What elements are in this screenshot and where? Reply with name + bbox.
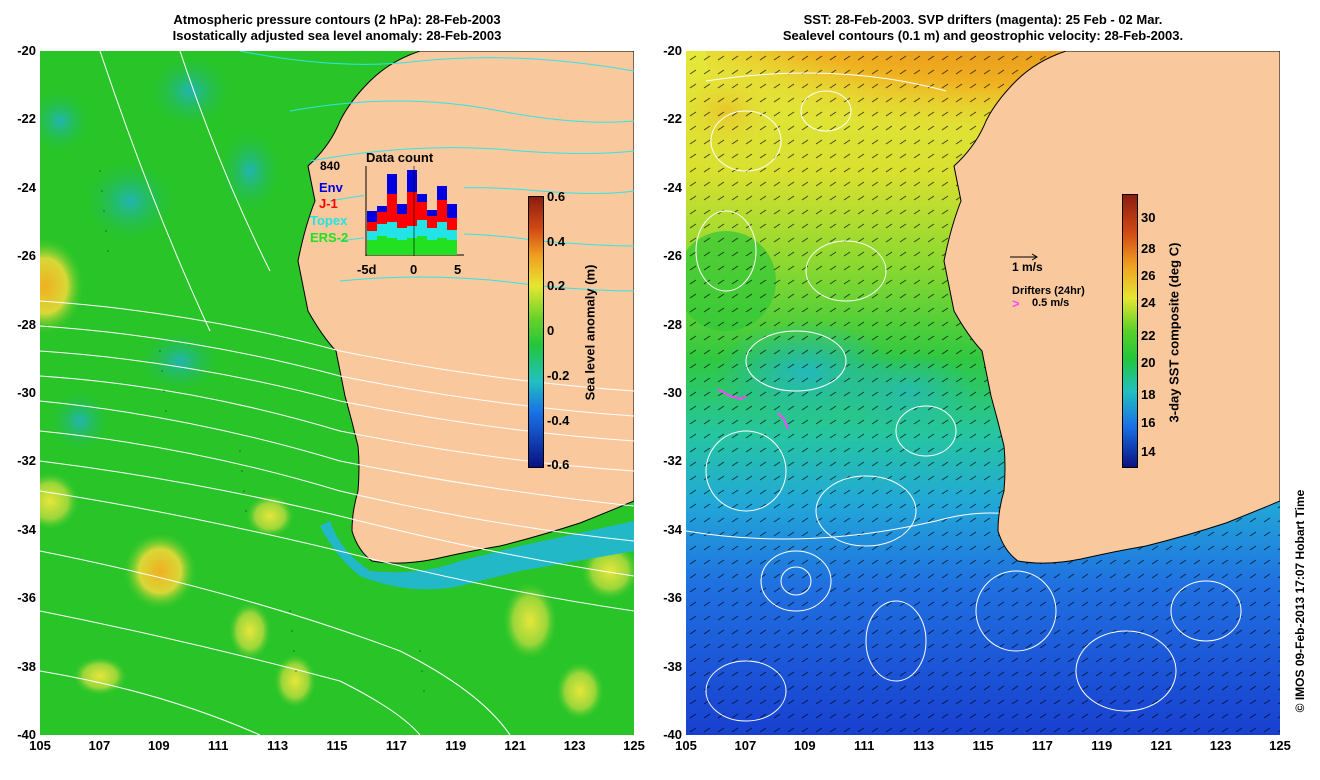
right-title-line2: Sealevel contours (0.1 m) and geostrophi… <box>782 28 1184 43</box>
right-lon-tick: 113 <box>913 738 935 753</box>
left-lat-tick: -40 <box>17 727 36 742</box>
land-mass-sst <box>943 51 1280 564</box>
data-count-xtick-minus5: -5d <box>357 262 377 277</box>
right-lat-tick: -40 <box>663 727 682 742</box>
left-title-line1: Atmospheric pressure contours (2 hPa): 2… <box>173 12 501 27</box>
drifter-tracks <box>717 388 789 430</box>
left-lon-tick: 119 <box>445 738 467 753</box>
legend-topex: Topex <box>310 213 348 228</box>
right-lon-tick: 119 <box>1091 738 1113 753</box>
right-lat-tick: -22 <box>663 111 682 127</box>
histogram-bars <box>367 170 457 255</box>
data-count-max: 840 <box>320 159 341 173</box>
sst-cb-tick-2: 26 <box>1141 268 1156 283</box>
left-map-title: Atmospheric pressure contours (2 hPa): 2… <box>40 12 634 44</box>
sla-anomaly-blobs <box>40 56 634 721</box>
left-lon-tick: 125 <box>623 738 645 753</box>
sla-cb-tick-0: 0.6 <box>547 189 566 204</box>
sst-colorbar-label: 3-day SST composite (deg C) <box>1166 242 1182 423</box>
right-lon-tick: 111 <box>854 738 875 753</box>
right-lat-tick: -26 <box>663 248 682 264</box>
data-count-title: Data count <box>366 150 434 165</box>
right-title-line1: SST: 28-Feb-2003. SVP drifters (magenta)… <box>803 12 1163 27</box>
right-lat-tick: -20 <box>663 43 682 58</box>
left-lon-tick: 111 <box>208 738 229 753</box>
right-lat-tick: -24 <box>663 179 682 195</box>
left-lat-tick: -36 <box>17 590 36 606</box>
velocity-scale-label: 1 m/s <box>1012 260 1043 274</box>
right-lat-tick: -36 <box>663 590 682 606</box>
left-lat-tick: -26 <box>17 248 36 264</box>
drifters-label: Drifters (24hr) <box>1012 285 1085 297</box>
right-lon-tick: 121 <box>1150 738 1173 753</box>
sla-cb-tick-5: -0.4 <box>547 413 570 428</box>
right-lat-tick: -34 <box>663 521 682 537</box>
left-lat-tick: -28 <box>17 316 36 332</box>
sst-cb-tick-7: 16 <box>1141 415 1156 430</box>
sla-colorbar <box>528 196 544 468</box>
credit-text: © IMOS 09-Feb-2013 17:07 Hobart Time <box>1293 489 1307 713</box>
sla-coastal-band <box>320 521 634 590</box>
sst-map <box>686 51 1280 735</box>
left-lon-tick: 107 <box>88 738 111 753</box>
left-lon-tick: 123 <box>563 738 586 753</box>
legend-j1: J-1 <box>319 196 338 211</box>
right-lon-tick: 123 <box>1209 738 1232 753</box>
sla-colorbar-label: Sea level anomaly (m) <box>582 264 598 401</box>
sst-cb-tick-4: 22 <box>1141 328 1156 343</box>
right-lat-tick: -38 <box>663 658 682 674</box>
right-lon-tick: 107 <box>734 738 757 753</box>
right-lon-tick: 115 <box>972 738 994 753</box>
sla-cb-tick-1: 0.4 <box>547 234 566 249</box>
sea-level-anomaly-map <box>40 51 634 735</box>
right-lon-tick: 117 <box>1031 738 1053 753</box>
right-map-title: SST: 28-Feb-2003. SVP drifters (magenta)… <box>686 12 1280 44</box>
right-lon-tick: 105 <box>675 738 697 753</box>
right-lat-tick: -28 <box>663 316 682 332</box>
left-lat-tick: -24 <box>17 179 36 195</box>
left-title-line2: Isostatically adjusted sea level anomaly… <box>172 28 502 43</box>
drifter-scale-label: 0.5 m/s <box>1032 297 1070 309</box>
left-lat-tick: -38 <box>17 658 36 674</box>
pressure-contours <box>40 51 634 735</box>
sla-cb-tick-4: -0.2 <box>547 368 570 383</box>
right-lat-tick: -32 <box>663 453 682 469</box>
sla-cb-tick-3: 0 <box>547 323 555 338</box>
right-lat-tick: -30 <box>663 385 682 400</box>
sla-cb-tick-6: -0.6 <box>547 457 570 472</box>
right-lon-tick: 125 <box>1269 738 1291 753</box>
left-lat-tick: -20 <box>17 43 36 58</box>
data-count-histogram <box>364 166 464 256</box>
left-lon-tick: 121 <box>504 738 527 753</box>
data-count-xtick-5: 5 <box>454 262 462 277</box>
left-lon-tick: 117 <box>385 738 407 753</box>
left-lat-tick: -34 <box>17 521 36 537</box>
sst-cb-tick-8: 14 <box>1141 444 1156 459</box>
left-lon-tick: 115 <box>326 738 348 753</box>
sst-cb-tick-5: 20 <box>1141 355 1156 370</box>
velocity-scale-arrow <box>1010 253 1038 261</box>
left-lat-tick: -22 <box>17 111 36 127</box>
legend-ers2: ERS-2 <box>310 230 349 245</box>
left-lon-tick: 105 <box>29 738 51 753</box>
left-lat-tick: -30 <box>17 385 36 400</box>
satellite-track-dots <box>99 170 425 692</box>
data-count-xtick-0: 0 <box>410 262 418 277</box>
left-lon-tick: 113 <box>267 738 289 753</box>
sst-cb-tick-1: 28 <box>1141 241 1156 256</box>
left-lat-tick: -32 <box>17 453 36 469</box>
drifter-arrow-icon: > <box>1012 296 1020 311</box>
sst-colorbar <box>1122 194 1138 468</box>
legend-env: Env <box>319 180 343 195</box>
sla-cb-tick-2: 0.2 <box>547 278 566 293</box>
sealevel-contours <box>686 72 1242 722</box>
sst-cb-tick-0: 30 <box>1141 210 1156 225</box>
left-lon-tick: 109 <box>147 738 170 753</box>
sst-cb-tick-6: 18 <box>1141 387 1156 402</box>
sst-cb-tick-3: 24 <box>1141 295 1156 310</box>
right-lon-tick: 109 <box>793 738 816 753</box>
